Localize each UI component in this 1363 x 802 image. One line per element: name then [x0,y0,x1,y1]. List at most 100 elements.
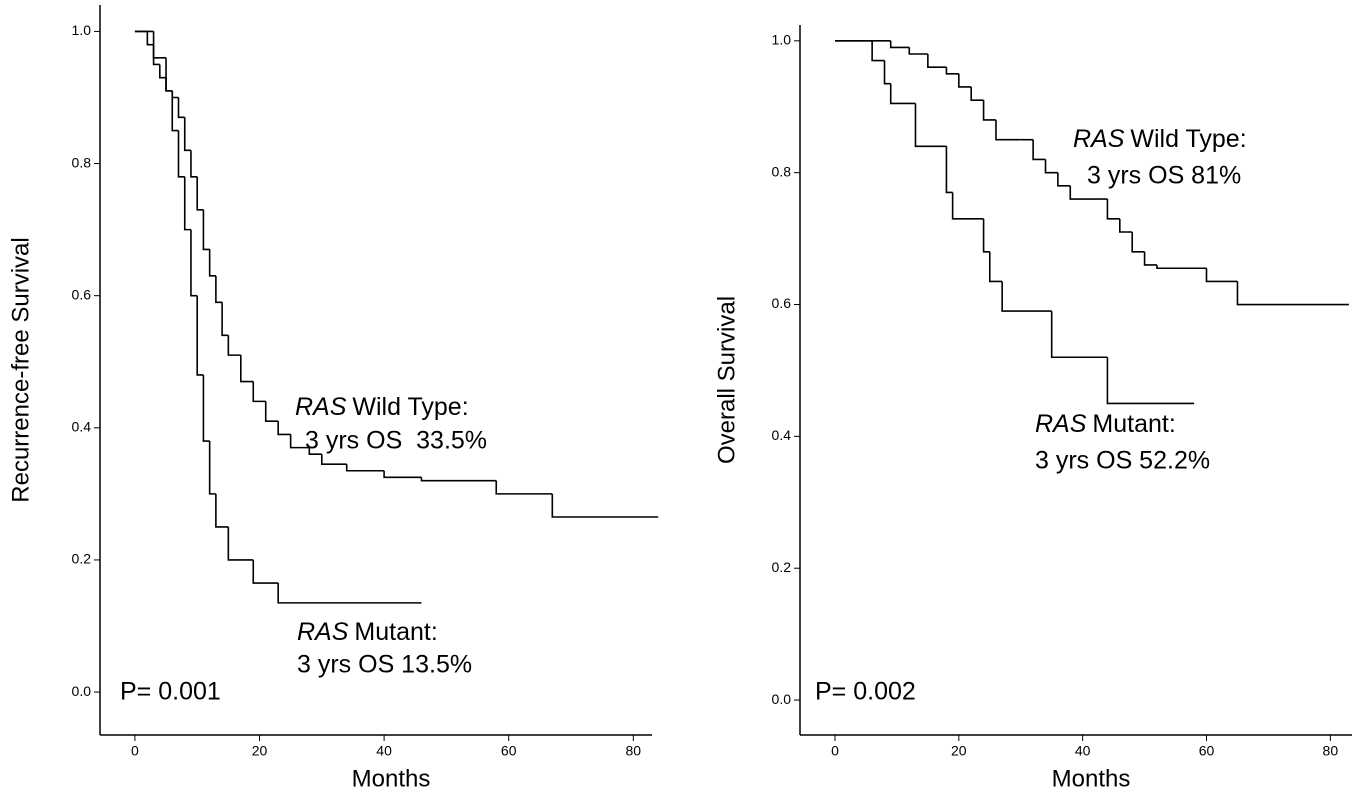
y-axis-label: Recurrence-free Survival [7,237,34,502]
annotation-italic: RAS [1035,410,1087,438]
survival-step [1050,311,1108,359]
x-tick-label: 60 [1199,743,1215,759]
y-tick-label: 1.0 [772,32,792,48]
x-tick-label: 80 [1323,743,1339,759]
y-axis-label: Overall Survival [713,296,740,464]
survival-step [277,583,422,604]
survival-step [420,477,497,482]
survival-step [495,480,553,495]
x-tick-label: 40 [376,743,392,759]
y-tick-label: 0.6 [772,295,792,311]
survival-step [227,526,254,561]
x-tick-label: 60 [501,743,517,759]
survival-step [889,40,910,49]
survival-step [345,464,385,472]
survival-step [1156,264,1207,270]
survival-step [951,192,984,220]
survival-step [190,229,198,297]
annotation-text: Mutant: [354,618,437,646]
y-tick-label: 0.4 [72,419,92,435]
survival-step [1143,251,1157,266]
survival-step [208,441,216,495]
annotation-italic: RAS [297,618,349,646]
x-tick-label: 80 [626,743,642,759]
survival-step [1044,159,1058,174]
survival-step [196,295,204,376]
survival-step [183,117,191,152]
survival-step [383,470,422,479]
x-tick-label: 0 [131,743,139,759]
chart-panel: 0.0 0.2 0.4 0.6 0.8 1.0 0 20 40 60 80 Months Recurre… [7,5,659,792]
x-axis-label: Months [352,765,431,792]
survival-step [165,77,173,92]
survival-step [1032,139,1046,161]
survival-step [1131,232,1145,253]
survival-step [264,401,279,422]
survival-step [883,60,891,85]
survival-step [190,150,198,178]
annotation: RAS Mutant: [1035,410,1176,438]
survival-step [171,90,179,132]
survival-step [945,146,953,194]
survival-step [252,381,266,403]
x-tick-label: 0 [831,743,839,759]
annotation-text: Mutant: [1092,410,1175,438]
survival-step [1119,218,1133,233]
survival-step [1106,199,1120,220]
survival-step [1069,185,1096,200]
y-tick-label: 0.8 [772,163,792,179]
x-tick-label: 20 [951,743,967,759]
survival-step [221,302,229,337]
y-tick-label: 0.2 [72,551,92,567]
chart-panel: 0.0 0.2 0.4 0.6 0.8 1.0 0 20 40 60 80 Months Overall… [713,25,1352,792]
x-axis-label: Months [1052,765,1131,792]
survival-step [215,493,229,528]
survival-step [252,559,279,584]
survival-step [215,275,223,304]
survival-step [1205,268,1238,283]
annotation: 3 yrs OS 52.2% [1035,447,1210,475]
y-tick-label: 0.0 [72,683,92,699]
survival-step [152,44,160,66]
y-tick-label: 0.8 [72,154,92,170]
survival-step [320,454,347,465]
annotation-italic: RAS [295,393,347,421]
survival-step [183,176,191,231]
survival-step [988,251,1003,283]
survival-step [945,67,959,75]
survival-step [196,176,204,211]
survival-step [308,447,322,456]
annotation: 3 yrs OS 33.5% [305,427,487,455]
annotation: RAS Wild Type: [295,393,469,421]
survival-step [277,421,291,436]
annotation: 3 yrs OS 13.5% [297,651,472,679]
survival-step [165,57,173,92]
x-tick-label: 40 [1075,743,1091,759]
survival-step [927,54,947,68]
survival-step [551,493,659,518]
survival-step [1001,281,1052,312]
annotation-italic: RAS [1073,125,1125,153]
survival-step [202,374,210,442]
survival-step [177,97,185,119]
survival-step [871,40,885,62]
x-tick-label: 20 [252,743,268,759]
survival-step [208,249,216,277]
survival-step [146,31,154,46]
survival-step [958,73,972,88]
y-tick-label: 0.6 [72,286,92,302]
survival-step [914,103,947,148]
annotation: RAS Mutant: [297,618,438,646]
survival-step [227,335,241,356]
annotation-text: Wild Type: [1130,125,1246,153]
annotation: P= 0.002 [815,678,916,706]
annotation-text: Wild Type: [352,393,468,421]
annotation: 3 yrs OS 81% [1087,162,1241,190]
survival-step [889,83,916,105]
survival-step [240,355,254,383]
survival-step [1236,281,1349,306]
y-tick-label: 0.2 [772,559,792,575]
survival-step [908,47,928,55]
y-tick-label: 0.4 [772,427,792,443]
